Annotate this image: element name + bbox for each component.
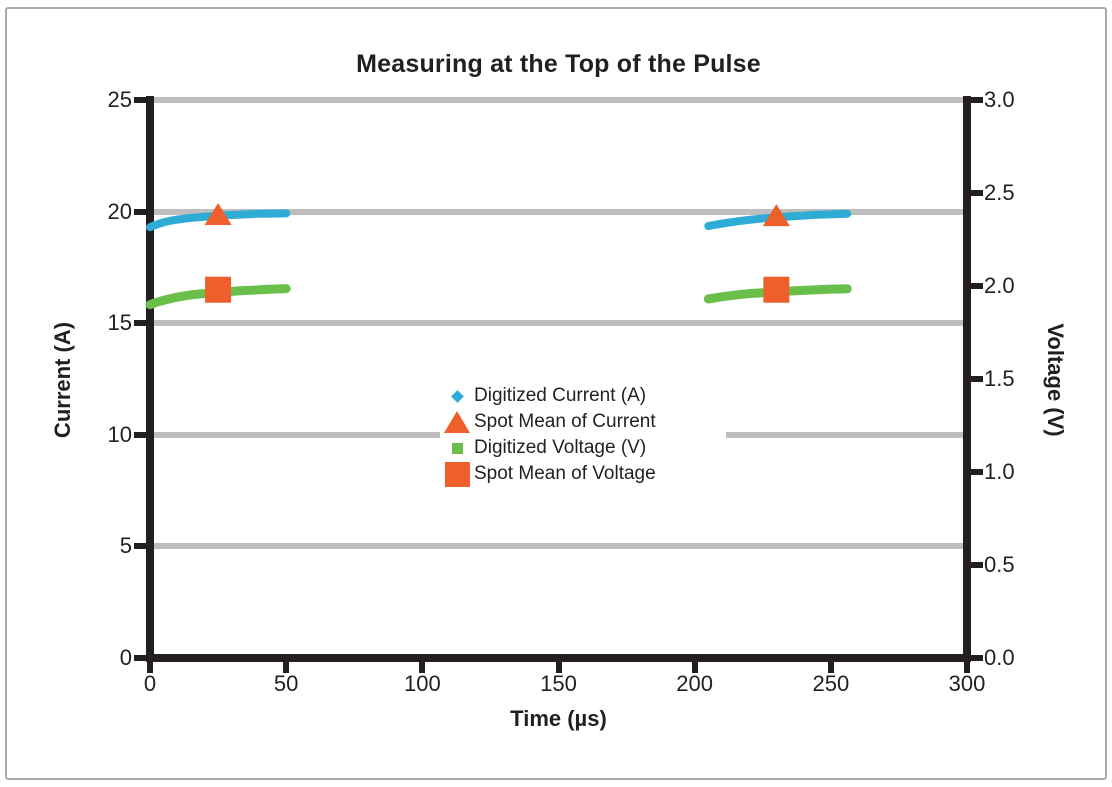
spot-mean-square-marker	[763, 276, 790, 303]
x-axis-tick-label: 200	[676, 671, 714, 696]
right-axis-tick-label: 0.0	[984, 645, 1015, 670]
x-axis-tick-label: 100	[403, 671, 441, 696]
right-axis-tick-label: 3.0	[984, 87, 1015, 112]
series-square-curve	[145, 284, 291, 310]
right-axis-tick	[971, 655, 983, 661]
legend-item: Digitized Voltage (V)	[440, 435, 726, 461]
h-gridline	[154, 320, 963, 327]
right-axis-tick	[971, 283, 983, 289]
right-axis-tick	[971, 190, 983, 196]
left-axis-tick	[134, 655, 146, 661]
legend: Digitized Current (A) Spot Mean of Curren…	[440, 381, 726, 495]
x-axis-tick-label: 300	[948, 671, 986, 696]
x-axis-tick	[147, 662, 153, 673]
left-axis-tick-label: 0	[119, 645, 132, 670]
x-axis-line	[146, 654, 971, 662]
right-axis-tick	[971, 376, 983, 382]
series-square-curve	[703, 284, 852, 304]
right-axis-tick	[971, 469, 983, 475]
x-axis-tick-label: 50	[273, 671, 299, 696]
spot-mean-triangle-marker	[762, 204, 790, 227]
right-axis-tick-label: 1.0	[984, 459, 1015, 484]
triangle-glyph	[444, 411, 470, 433]
legend-item: Digitized Current (A)	[440, 383, 726, 409]
x-axis-tick	[419, 662, 426, 673]
x-axis-tick-label: 250	[812, 671, 850, 696]
diamond-marker-icon	[440, 389, 474, 403]
triangle-marker-icon	[440, 411, 474, 433]
x-axis-tick-label: 0	[143, 671, 157, 696]
square-small-glyph	[451, 442, 463, 454]
square-large-marker-icon	[440, 461, 474, 487]
left-axis-tick	[134, 320, 146, 327]
x-axis-tick-label: 150	[540, 671, 577, 696]
legend-item-label: Spot Mean of Current	[474, 411, 656, 432]
right-axis-tick	[971, 562, 983, 568]
square-large-glyph	[444, 461, 470, 487]
x-axis-tick	[283, 662, 290, 673]
x-axis-title: Time (µs)	[510, 706, 607, 731]
h-gridline	[154, 97, 963, 103]
left-axis-tick	[134, 543, 146, 550]
diamond-glyph	[450, 389, 464, 403]
right-axis-tick-label: 2.0	[984, 273, 1015, 298]
right-axis-tick-label: 0.5	[984, 552, 1015, 577]
left-axis-tick-label: 10	[107, 421, 132, 447]
right-axis-tick-label: 2.5	[984, 180, 1015, 205]
h-gridline	[154, 543, 963, 550]
h-gridline	[154, 208, 963, 215]
left-axis-tick-label: 15	[107, 310, 132, 336]
right-axis-tick	[971, 97, 983, 103]
left-axis-line	[146, 96, 154, 662]
x-axis-tick	[827, 662, 834, 673]
x-axis-tick	[691, 662, 698, 673]
legend-item-label: Digitized Current (A)	[474, 385, 647, 406]
series-diamond-curve	[704, 209, 852, 231]
series-diamond-curve	[146, 209, 291, 232]
legend-item: Spot Mean of Current	[440, 409, 726, 435]
right-axis-line	[963, 96, 971, 662]
square-small-marker-icon	[440, 442, 474, 454]
left-axis-tick-label: 20	[107, 198, 132, 224]
x-axis-tick	[555, 662, 562, 673]
right-axis-tick-label: 1.5	[984, 366, 1015, 391]
legend-item: Spot Mean of Voltage	[440, 461, 726, 487]
right-axis-title: Voltage (V)	[1043, 323, 1068, 437]
left-axis-tick	[134, 431, 146, 438]
legend-item-label: Spot Mean of Voltage	[474, 463, 656, 484]
chart-title: Measuring at the Top of the Pulse	[356, 50, 761, 78]
left-axis-title: Current (A)	[50, 321, 75, 439]
x-axis-tick	[964, 662, 970, 673]
legend-item-label: Digitized Voltage (V)	[474, 437, 647, 458]
left-axis-tick	[134, 208, 146, 215]
left-axis-tick-label: 5	[119, 533, 132, 559]
spot-mean-square-marker	[205, 276, 232, 303]
left-axis-tick	[134, 97, 146, 103]
left-axis-tick-label: 25	[107, 87, 132, 112]
